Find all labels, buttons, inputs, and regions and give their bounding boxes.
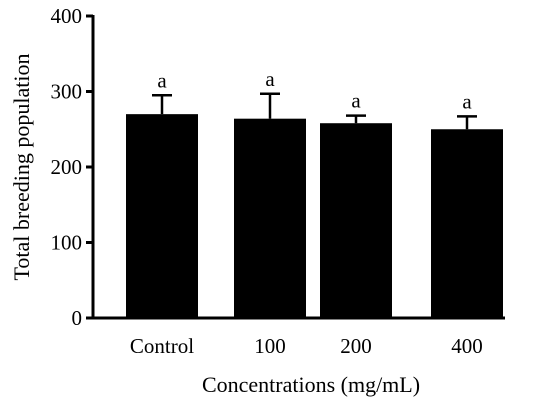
y-tick-label: 0	[72, 306, 83, 330]
y-ticks: 0 100 200 300 400	[51, 4, 93, 330]
x-axis-title: Concentrations (mg/mL)	[202, 372, 420, 397]
error-bars	[152, 92, 477, 130]
y-tick-label: 400	[51, 4, 83, 28]
significance-label: a	[157, 68, 167, 92]
significance-label: a	[462, 89, 472, 113]
x-tick-label: 100	[254, 334, 286, 358]
y-tick-label: 200	[51, 155, 83, 179]
bar-100	[234, 118, 306, 319]
y-axis-title: Total breeding population	[9, 54, 34, 281]
significance-label: a	[351, 89, 361, 113]
x-tick-label: Control	[130, 334, 194, 358]
y-tick-label: 300	[51, 80, 83, 104]
y-tick-label: 100	[51, 231, 83, 255]
x-tick-labels: Control 100 200 400	[130, 334, 483, 358]
bars	[126, 114, 503, 319]
bar-200	[320, 123, 392, 319]
significance-label: a	[265, 67, 275, 91]
x-tick-label: 200	[340, 334, 372, 358]
bar-400	[431, 129, 503, 318]
significance-labels: a aa a	[157, 67, 472, 114]
bar-control	[126, 114, 198, 319]
x-tick-label: 400	[451, 334, 483, 358]
